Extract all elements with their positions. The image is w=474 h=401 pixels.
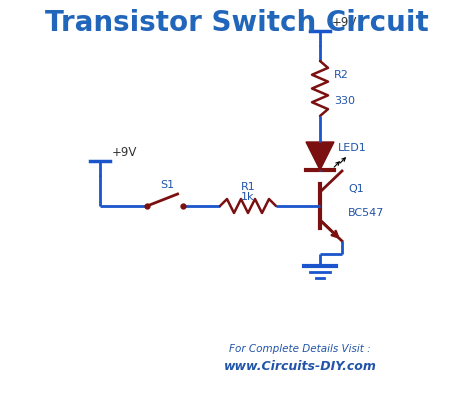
Text: For Complete Details Visit :: For Complete Details Visit : <box>229 344 371 354</box>
Text: www.Circuits-DIY.com: www.Circuits-DIY.com <box>224 360 376 373</box>
Text: Transistor Switch Circuit: Transistor Switch Circuit <box>45 9 429 37</box>
Text: +9V: +9V <box>332 16 357 29</box>
Text: R2: R2 <box>334 71 349 81</box>
Text: Q1: Q1 <box>348 184 364 194</box>
Text: 330: 330 <box>334 97 355 107</box>
Text: 1k: 1k <box>241 192 255 202</box>
Polygon shape <box>306 142 334 170</box>
Text: S1: S1 <box>160 180 174 190</box>
Text: BC547: BC547 <box>348 208 384 218</box>
Text: LED1: LED1 <box>338 143 367 153</box>
Text: R1: R1 <box>241 182 255 192</box>
Text: +9V: +9V <box>112 146 137 159</box>
